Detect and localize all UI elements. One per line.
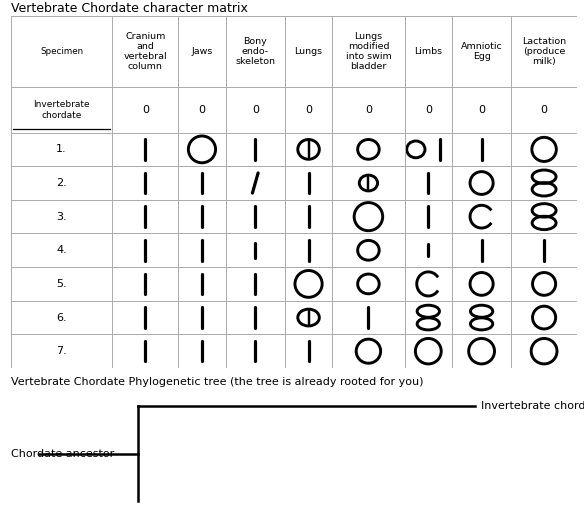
Text: Cranium
and
vertebral
column: Cranium and vertebral column — [124, 32, 167, 71]
Text: 4.: 4. — [56, 245, 67, 255]
Text: Specimen: Specimen — [40, 47, 83, 56]
Text: Bony
endo-
skeleton: Bony endo- skeleton — [235, 37, 275, 66]
Text: 0: 0 — [199, 105, 206, 115]
Text: Invertebrate
chordate: Invertebrate chordate — [33, 100, 90, 120]
Text: 0: 0 — [541, 105, 548, 115]
Text: 1.: 1. — [56, 145, 67, 155]
Text: 6.: 6. — [56, 313, 67, 323]
Text: 3.: 3. — [56, 211, 67, 222]
Text: 0: 0 — [252, 105, 259, 115]
Text: Lungs: Lungs — [294, 47, 322, 56]
Text: 0: 0 — [305, 105, 312, 115]
Text: 0: 0 — [425, 105, 432, 115]
Text: Lactation
(produce
milk): Lactation (produce milk) — [522, 37, 566, 66]
Text: Vertebrate Chordate Phylogenetic tree (the tree is already rooted for you): Vertebrate Chordate Phylogenetic tree (t… — [11, 377, 423, 387]
Text: Chordate ancestor: Chordate ancestor — [11, 448, 114, 459]
Text: 0: 0 — [142, 105, 149, 115]
Text: 5.: 5. — [56, 279, 67, 289]
Text: Limbs: Limbs — [414, 47, 442, 56]
Text: Vertebrate Chordate character matrix: Vertebrate Chordate character matrix — [11, 2, 248, 15]
Text: Invertebrate chordate: Invertebrate chordate — [481, 401, 584, 411]
Text: Lungs
modified
into swim
bladder: Lungs modified into swim bladder — [346, 32, 391, 71]
Text: Jaws: Jaws — [192, 47, 213, 56]
Text: 0: 0 — [478, 105, 485, 115]
Text: Amniotic
Egg: Amniotic Egg — [461, 42, 502, 61]
Text: 2.: 2. — [56, 178, 67, 188]
Text: 0: 0 — [365, 105, 372, 115]
Text: 7.: 7. — [56, 346, 67, 356]
